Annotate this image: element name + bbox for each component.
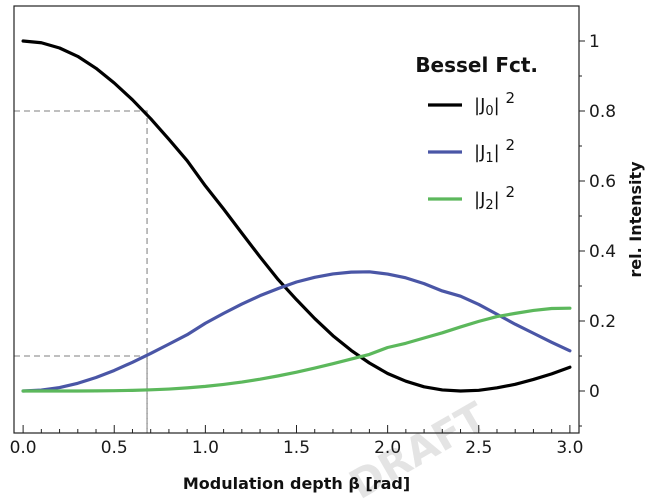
- x-tick-label: 1.0: [192, 438, 219, 458]
- x-tick-label: 1.5: [283, 438, 310, 458]
- y-tick-label: 0.8: [589, 102, 616, 122]
- x-axis-title: Modulation depth β [rad]: [183, 474, 410, 493]
- reference-line-0: [14, 110, 148, 433]
- x-tick-label: 0.5: [101, 438, 128, 458]
- x-axis: 0.0 0.5 1.0 1.5 2.0 2.5 3.0: [10, 425, 583, 458]
- y-axis: 0 0.2 0.4 0.6 0.8 1: [579, 32, 616, 427]
- reference-lines: [14, 110, 148, 433]
- legend-label-J0: |J0| 2: [474, 89, 515, 119]
- series-line-J1: [21, 270, 572, 393]
- x-tick-label: 3.0: [556, 438, 583, 458]
- x-tick-label: 2.0: [374, 438, 401, 458]
- y-tick-label: 0.4: [589, 242, 616, 262]
- y-tick-label: 0.2: [589, 312, 616, 332]
- legend-label-J2: |J2| 2: [474, 183, 515, 213]
- legend: Bessel Fct. |J0| 2 |J1| 2 |J2| 2: [415, 53, 538, 213]
- legend-label-J1: |J1| 2: [474, 136, 515, 166]
- legend-title: Bessel Fct.: [415, 53, 538, 77]
- series-line-J2: [21, 306, 572, 393]
- x-tick-label: 2.5: [465, 438, 492, 458]
- y-axis-title: rel. Intensity: [626, 161, 645, 278]
- x-tick-label: 0.0: [10, 438, 37, 458]
- y-tick-label: 0: [589, 382, 600, 402]
- y-tick-label: 1: [589, 32, 600, 52]
- series-line-J0: [21, 39, 572, 393]
- series-lines: [21, 39, 572, 393]
- reference-line-1: [14, 355, 148, 433]
- y-tick-label: 0.6: [589, 172, 616, 192]
